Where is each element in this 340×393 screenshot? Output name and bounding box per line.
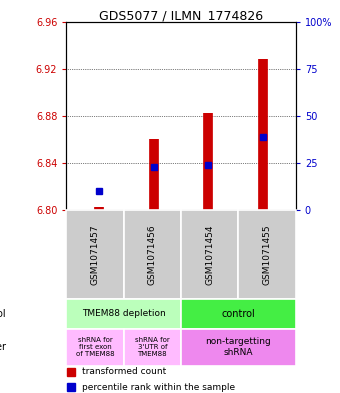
Text: protocol: protocol — [0, 309, 6, 319]
Bar — [181, 329, 296, 366]
Text: shRNA for
3'UTR of
TMEM88: shRNA for 3'UTR of TMEM88 — [135, 337, 170, 357]
Text: GSM1071455: GSM1071455 — [262, 224, 272, 285]
Text: GSM1071456: GSM1071456 — [148, 224, 157, 285]
Bar — [124, 329, 181, 366]
Text: percentile rank within the sample: percentile rank within the sample — [82, 382, 236, 391]
Bar — [66, 299, 181, 329]
Text: GSM1071457: GSM1071457 — [90, 224, 100, 285]
Text: GSM1071454: GSM1071454 — [205, 224, 214, 285]
Text: non-targetting
shRNA: non-targetting shRNA — [206, 338, 271, 357]
Bar — [66, 329, 124, 366]
Text: control: control — [222, 309, 255, 319]
Bar — [181, 210, 238, 299]
Bar — [66, 210, 124, 299]
Text: shRNA for
first exon
of TMEM88: shRNA for first exon of TMEM88 — [76, 337, 114, 357]
Text: transformed count: transformed count — [82, 367, 167, 376]
Title: GDS5077 / ILMN_1774826: GDS5077 / ILMN_1774826 — [99, 9, 263, 22]
Bar — [181, 299, 296, 329]
Text: other: other — [0, 342, 6, 352]
Bar — [124, 210, 181, 299]
Bar — [238, 210, 296, 299]
Text: TMEM88 depletion: TMEM88 depletion — [82, 309, 166, 318]
